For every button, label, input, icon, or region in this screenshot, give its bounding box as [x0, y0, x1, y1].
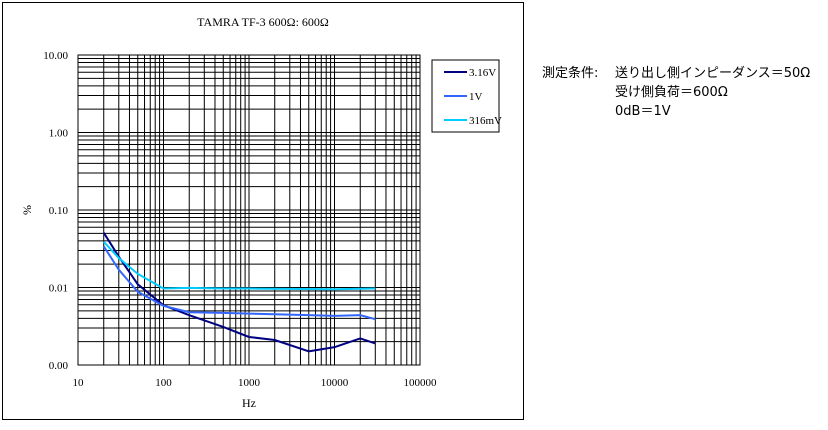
y-tick-label: 0.10 — [49, 205, 69, 217]
x-tick-label: 10000 — [321, 377, 349, 389]
condition-line: 送り出し側インピーダンス＝50Ω — [615, 66, 811, 81]
condition-line: 受け側負荷＝600Ω — [615, 85, 728, 100]
x-tick-label: 100000 — [404, 377, 438, 389]
series-line-316mV — [103, 241, 376, 291]
legend-label: 316mV — [469, 115, 502, 127]
y-tick-label: 0.00 — [49, 360, 69, 372]
plot-area — [77, 54, 421, 366]
y-tick-label: 10.00 — [43, 50, 68, 62]
conditions-label: 測定条件: — [542, 66, 599, 81]
series-line-3.16V — [102, 232, 376, 353]
y-tick-label: 1.00 — [49, 128, 69, 140]
x-tick-label: 10 — [73, 377, 85, 389]
x-axis-label: Hz — [242, 396, 256, 410]
chart-title: TAMRA TF-3 600Ω: 600Ω — [197, 15, 329, 29]
x-tick-label: 100 — [155, 377, 172, 389]
x-tick-label: 1000 — [238, 377, 261, 389]
y-tick-label: 0.01 — [49, 283, 68, 295]
y-axis-label: % — [20, 205, 34, 215]
chart: 10 100 1000 10000 100000 10.00 1.00 0.10 0.01 0.0… — [20, 15, 502, 410]
chart-frame: 10 100 1000 10000 100000 10.00 1.00 0.10 0.01 0.0… — [2, 2, 524, 420]
series-line-1V — [102, 245, 376, 321]
legend-label: 1V — [469, 91, 483, 103]
measurement-conditions: 測定条件: 送り出し側インピーダンス＝50Ω 受け側負荷＝600Ω 0dB＝1V — [542, 64, 810, 121]
condition-line: 0dB＝1V — [615, 104, 671, 119]
legend-label: 3.16V — [469, 67, 496, 79]
